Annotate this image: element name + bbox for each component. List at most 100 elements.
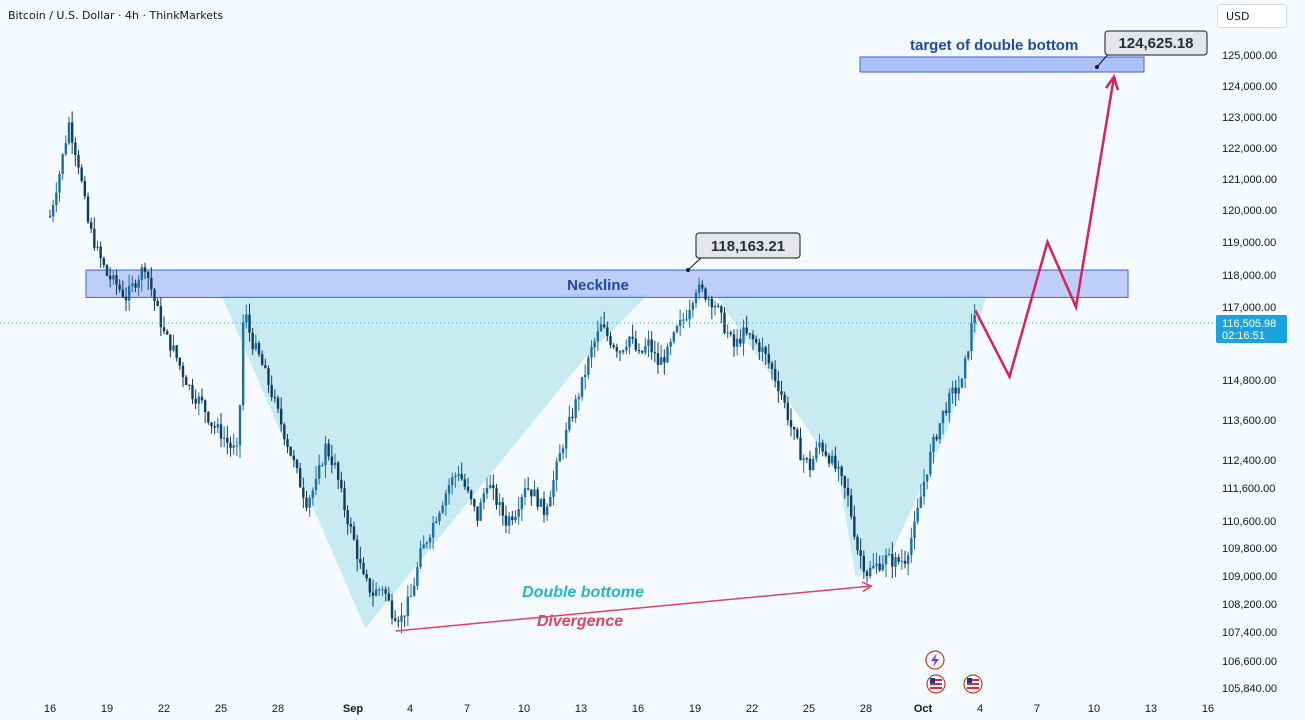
candle-body <box>830 455 834 464</box>
candle-body <box>644 346 647 353</box>
x-tick-label: 25 <box>803 703 815 715</box>
candle-body <box>352 526 356 540</box>
candle-body <box>488 485 492 489</box>
candle-body <box>260 354 264 366</box>
candle-body <box>561 448 565 454</box>
candle-body <box>251 332 254 350</box>
y-tick-label: 123,000.00 <box>1222 112 1277 124</box>
candle-body <box>121 289 125 297</box>
candle-body <box>450 477 454 486</box>
candle-body <box>973 315 976 324</box>
candle-body <box>241 322 245 406</box>
candle-body <box>618 351 622 353</box>
candle-body <box>900 560 904 562</box>
candle-body <box>811 459 815 471</box>
y-tick-label: 119,000.00 <box>1222 237 1276 249</box>
candle-body <box>596 331 600 342</box>
candle-body <box>279 408 283 425</box>
candle-body <box>378 589 381 591</box>
chart-header-title: Bitcoin / U.S. Dollar · 4h · ThinkMarket… <box>8 9 224 22</box>
candle-body <box>343 488 346 511</box>
target-zone-label: target of double bottom <box>910 37 1078 54</box>
candle-body <box>425 542 429 545</box>
candle-body <box>330 456 334 466</box>
candle-body <box>419 548 422 568</box>
candle-body <box>143 267 147 272</box>
candle-body <box>872 565 875 568</box>
y-tick-label: 109,800.00 <box>1222 543 1277 555</box>
candle-body <box>954 387 957 394</box>
double-bottom-pattern-area <box>93 294 987 629</box>
candle-body <box>165 331 169 335</box>
candle-body <box>289 446 292 456</box>
candle-body <box>93 228 96 248</box>
candle-body <box>735 338 739 347</box>
y-tick-label: 107,400.00 <box>1222 627 1277 639</box>
neckline-zone <box>85 269 1129 298</box>
y-tick-label: 120,000.00 <box>1222 205 1277 217</box>
candle-body <box>365 574 368 579</box>
candle-body <box>963 358 967 379</box>
candle-body <box>720 306 723 313</box>
candle-body <box>134 283 137 288</box>
currency-selector-button[interactable]: USD <box>1217 4 1287 28</box>
candle-body <box>843 476 847 488</box>
candle-body <box>245 314 248 323</box>
x-tick-label: 28 <box>860 703 872 715</box>
candle-body <box>305 497 308 508</box>
x-tick-label: 16 <box>632 703 644 715</box>
target-callout-value: 124,625.18 <box>1118 35 1193 52</box>
candle-body <box>925 474 929 482</box>
us-flag-canton <box>967 678 972 683</box>
candle-body <box>821 442 824 452</box>
x-tick-label: 10 <box>1088 703 1100 715</box>
candle-body <box>659 357 663 365</box>
x-tick-label: 13 <box>1145 703 1157 715</box>
candle-body <box>238 405 242 446</box>
candle-body <box>799 437 802 461</box>
candle-body <box>159 305 163 328</box>
x-tick-label: 10 <box>518 703 530 715</box>
candle-body <box>697 284 701 293</box>
candle-body <box>438 512 441 522</box>
candle-body <box>970 323 973 352</box>
candle-body <box>327 443 330 457</box>
candle-body <box>849 495 853 517</box>
candle-body <box>387 593 391 601</box>
us-flag-stripe <box>967 687 979 689</box>
x-tick-label: 7 <box>464 703 470 715</box>
x-tick-label: 7 <box>1034 703 1040 715</box>
candle-body <box>745 327 748 334</box>
candle-body <box>184 377 188 386</box>
candle-body <box>349 524 353 527</box>
candle-body <box>514 516 517 521</box>
candle-body <box>213 426 216 428</box>
current-price-value: 116,505.98 <box>1222 318 1276 330</box>
candle-body <box>412 585 416 596</box>
candle-body <box>384 589 387 594</box>
candle-body <box>191 384 194 399</box>
x-tick-label: Oct <box>914 703 933 715</box>
candle-body <box>276 397 280 409</box>
candle-body <box>780 391 783 395</box>
candle-body <box>691 303 695 310</box>
candle-body <box>726 332 729 334</box>
candle-body <box>267 368 270 385</box>
neckline-high-callout-value: 118,163.21 <box>711 238 785 255</box>
candle-body <box>935 436 938 440</box>
double-bottom-label: Double bottome <box>522 584 644 601</box>
x-tick-label: 25 <box>215 703 227 715</box>
candle-body <box>416 567 419 586</box>
candle-body <box>292 455 296 460</box>
candle-body <box>761 347 764 352</box>
y-tick-label: 118,000.00 <box>1222 270 1276 282</box>
candle-body <box>162 327 166 332</box>
candle-body <box>941 410 945 424</box>
candle-body <box>482 493 486 503</box>
divergence-line <box>395 585 872 632</box>
candle-body <box>634 338 638 351</box>
candle-body <box>355 539 359 560</box>
lightning-icon-glyph <box>931 653 939 667</box>
candle-body <box>887 554 891 556</box>
